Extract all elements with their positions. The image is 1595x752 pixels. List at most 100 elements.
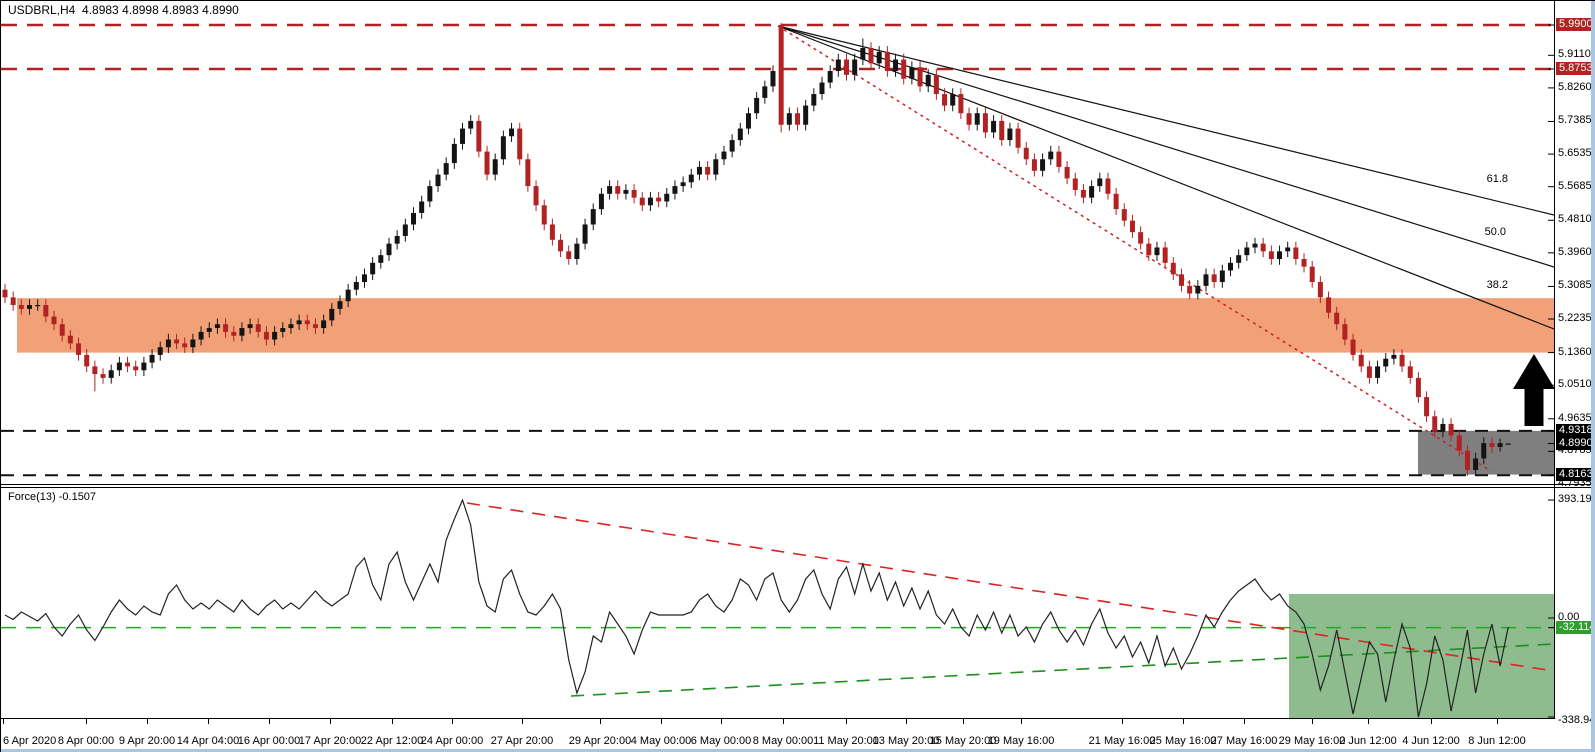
candle-body: [67, 335, 73, 344]
candle-body: [1391, 354, 1397, 359]
candle-body: [386, 243, 392, 256]
price-axis-line: [1554, 1, 1555, 719]
time-axis-label: 6 May 00:00: [690, 735, 752, 747]
candle-body: [1113, 193, 1119, 210]
candle-body: [1121, 209, 1127, 221]
candle-body: [582, 224, 588, 244]
candle-body: [1432, 416, 1438, 432]
candle-body: [786, 113, 792, 125]
candle-body: [909, 67, 915, 79]
time-tick-mark: [1312, 719, 1313, 724]
candle-body: [1023, 147, 1029, 160]
candle-body: [852, 59, 858, 75]
time-tick-mark: [1497, 719, 1498, 724]
time-tick-mark: [208, 719, 209, 724]
time-axis-label: 19 May 16:00: [987, 735, 1055, 747]
candle-body: [688, 174, 694, 183]
candle-body: [165, 339, 171, 348]
candle-body: [92, 366, 98, 375]
candle-body: [754, 97, 760, 114]
time-axis-label: 29 Apr 20:00: [568, 735, 632, 747]
candle-body: [460, 128, 466, 144]
price-axis-label: 5.6535: [1558, 147, 1592, 160]
candle-body: [1448, 423, 1454, 436]
time-axis-label: 29 May 16:00: [1278, 735, 1346, 747]
time-axis-label: 16 Apr 00:00: [237, 735, 301, 747]
candle-body: [1358, 354, 1364, 367]
candle-body: [1031, 159, 1037, 171]
candle-body: [1473, 458, 1479, 470]
candle-body: [1375, 366, 1381, 378]
candle-body: [468, 120, 474, 129]
candle-body: [174, 339, 180, 344]
candle-body: [1334, 312, 1340, 325]
candle-body: [296, 320, 302, 325]
candle-body: [1285, 247, 1291, 252]
candle-body: [705, 166, 711, 175]
fib-fan-line: [777, 25, 1554, 330]
candle-body: [590, 209, 596, 225]
candle-body: [1211, 274, 1217, 283]
candle-body: [991, 120, 997, 133]
candle-body: [370, 262, 376, 275]
candle-body: [239, 328, 245, 336]
candle-body: [361, 274, 367, 283]
time-tick-mark: [1122, 719, 1123, 724]
candle-body: [925, 74, 931, 87]
panel-separator-line-bottom[interactable]: [1, 487, 1591, 488]
chart-title: USDBRL,H4 4.8983 4.8998 4.8983 4.8990: [8, 3, 239, 17]
candle-body: [280, 328, 286, 332]
fib-fan-label: 61.8: [1487, 173, 1508, 185]
price-axis-label: 5.2235: [1558, 312, 1592, 325]
candle-body: [1366, 366, 1372, 378]
candle-body: [1456, 435, 1462, 451]
candle-body: [860, 48, 866, 60]
candle-body: [1424, 397, 1430, 417]
force-red-trendline: [466, 502, 1554, 672]
time-tick-mark: [269, 719, 270, 724]
candle-body: [1080, 189, 1086, 198]
candle-body: [1015, 128, 1021, 148]
candle-body: [819, 82, 825, 95]
candle-body: [958, 94, 964, 114]
candle-body: [198, 331, 204, 340]
force-indicator-canvas[interactable]: [1, 489, 1554, 719]
time-tick-mark: [783, 719, 784, 724]
candle-body: [1228, 262, 1233, 271]
candle-body: [794, 113, 800, 125]
candle-body: [1277, 251, 1283, 259]
price-chart-canvas[interactable]: 61.8 50.0 38.2: [1, 1, 1554, 483]
price-axis-label: 5.4810: [1558, 213, 1592, 226]
time-axis-label: 25 May 16:00: [1149, 735, 1217, 747]
candle-body: [35, 305, 41, 307]
time-tick-mark: [522, 719, 523, 724]
candle-body: [1383, 358, 1389, 367]
green-highlight-zone: [1289, 594, 1554, 718]
candle-body: [402, 224, 408, 236]
price-axis-label: 5.9900: [1556, 18, 1595, 31]
candle-body: [476, 120, 482, 152]
candle-body: [1301, 258, 1307, 267]
candle-body: [125, 362, 131, 367]
time-tick-mark: [147, 719, 148, 724]
candle-body: [770, 71, 776, 87]
time-tick-mark: [86, 719, 87, 724]
candle-body: [411, 212, 416, 225]
candle-body: [1236, 255, 1242, 263]
candle-body: [827, 71, 833, 83]
candle-body: [231, 331, 237, 336]
time-axis-label: 8 May 00:00: [752, 735, 814, 747]
candle-body: [893, 59, 899, 72]
candle-body: [451, 143, 457, 164]
fib-fan-label: 38.2: [1487, 279, 1508, 291]
panel-separator-line-top[interactable]: [1, 484, 1591, 485]
candle-body: [43, 305, 49, 317]
candle-body: [84, 354, 90, 367]
candle-body: [729, 140, 735, 152]
candle-body: [247, 324, 253, 329]
candle-body: [1489, 443, 1495, 447]
candle-body: [329, 308, 335, 321]
time-axis-label: 11 May 20:00: [813, 735, 879, 747]
candle-body: [656, 197, 662, 202]
